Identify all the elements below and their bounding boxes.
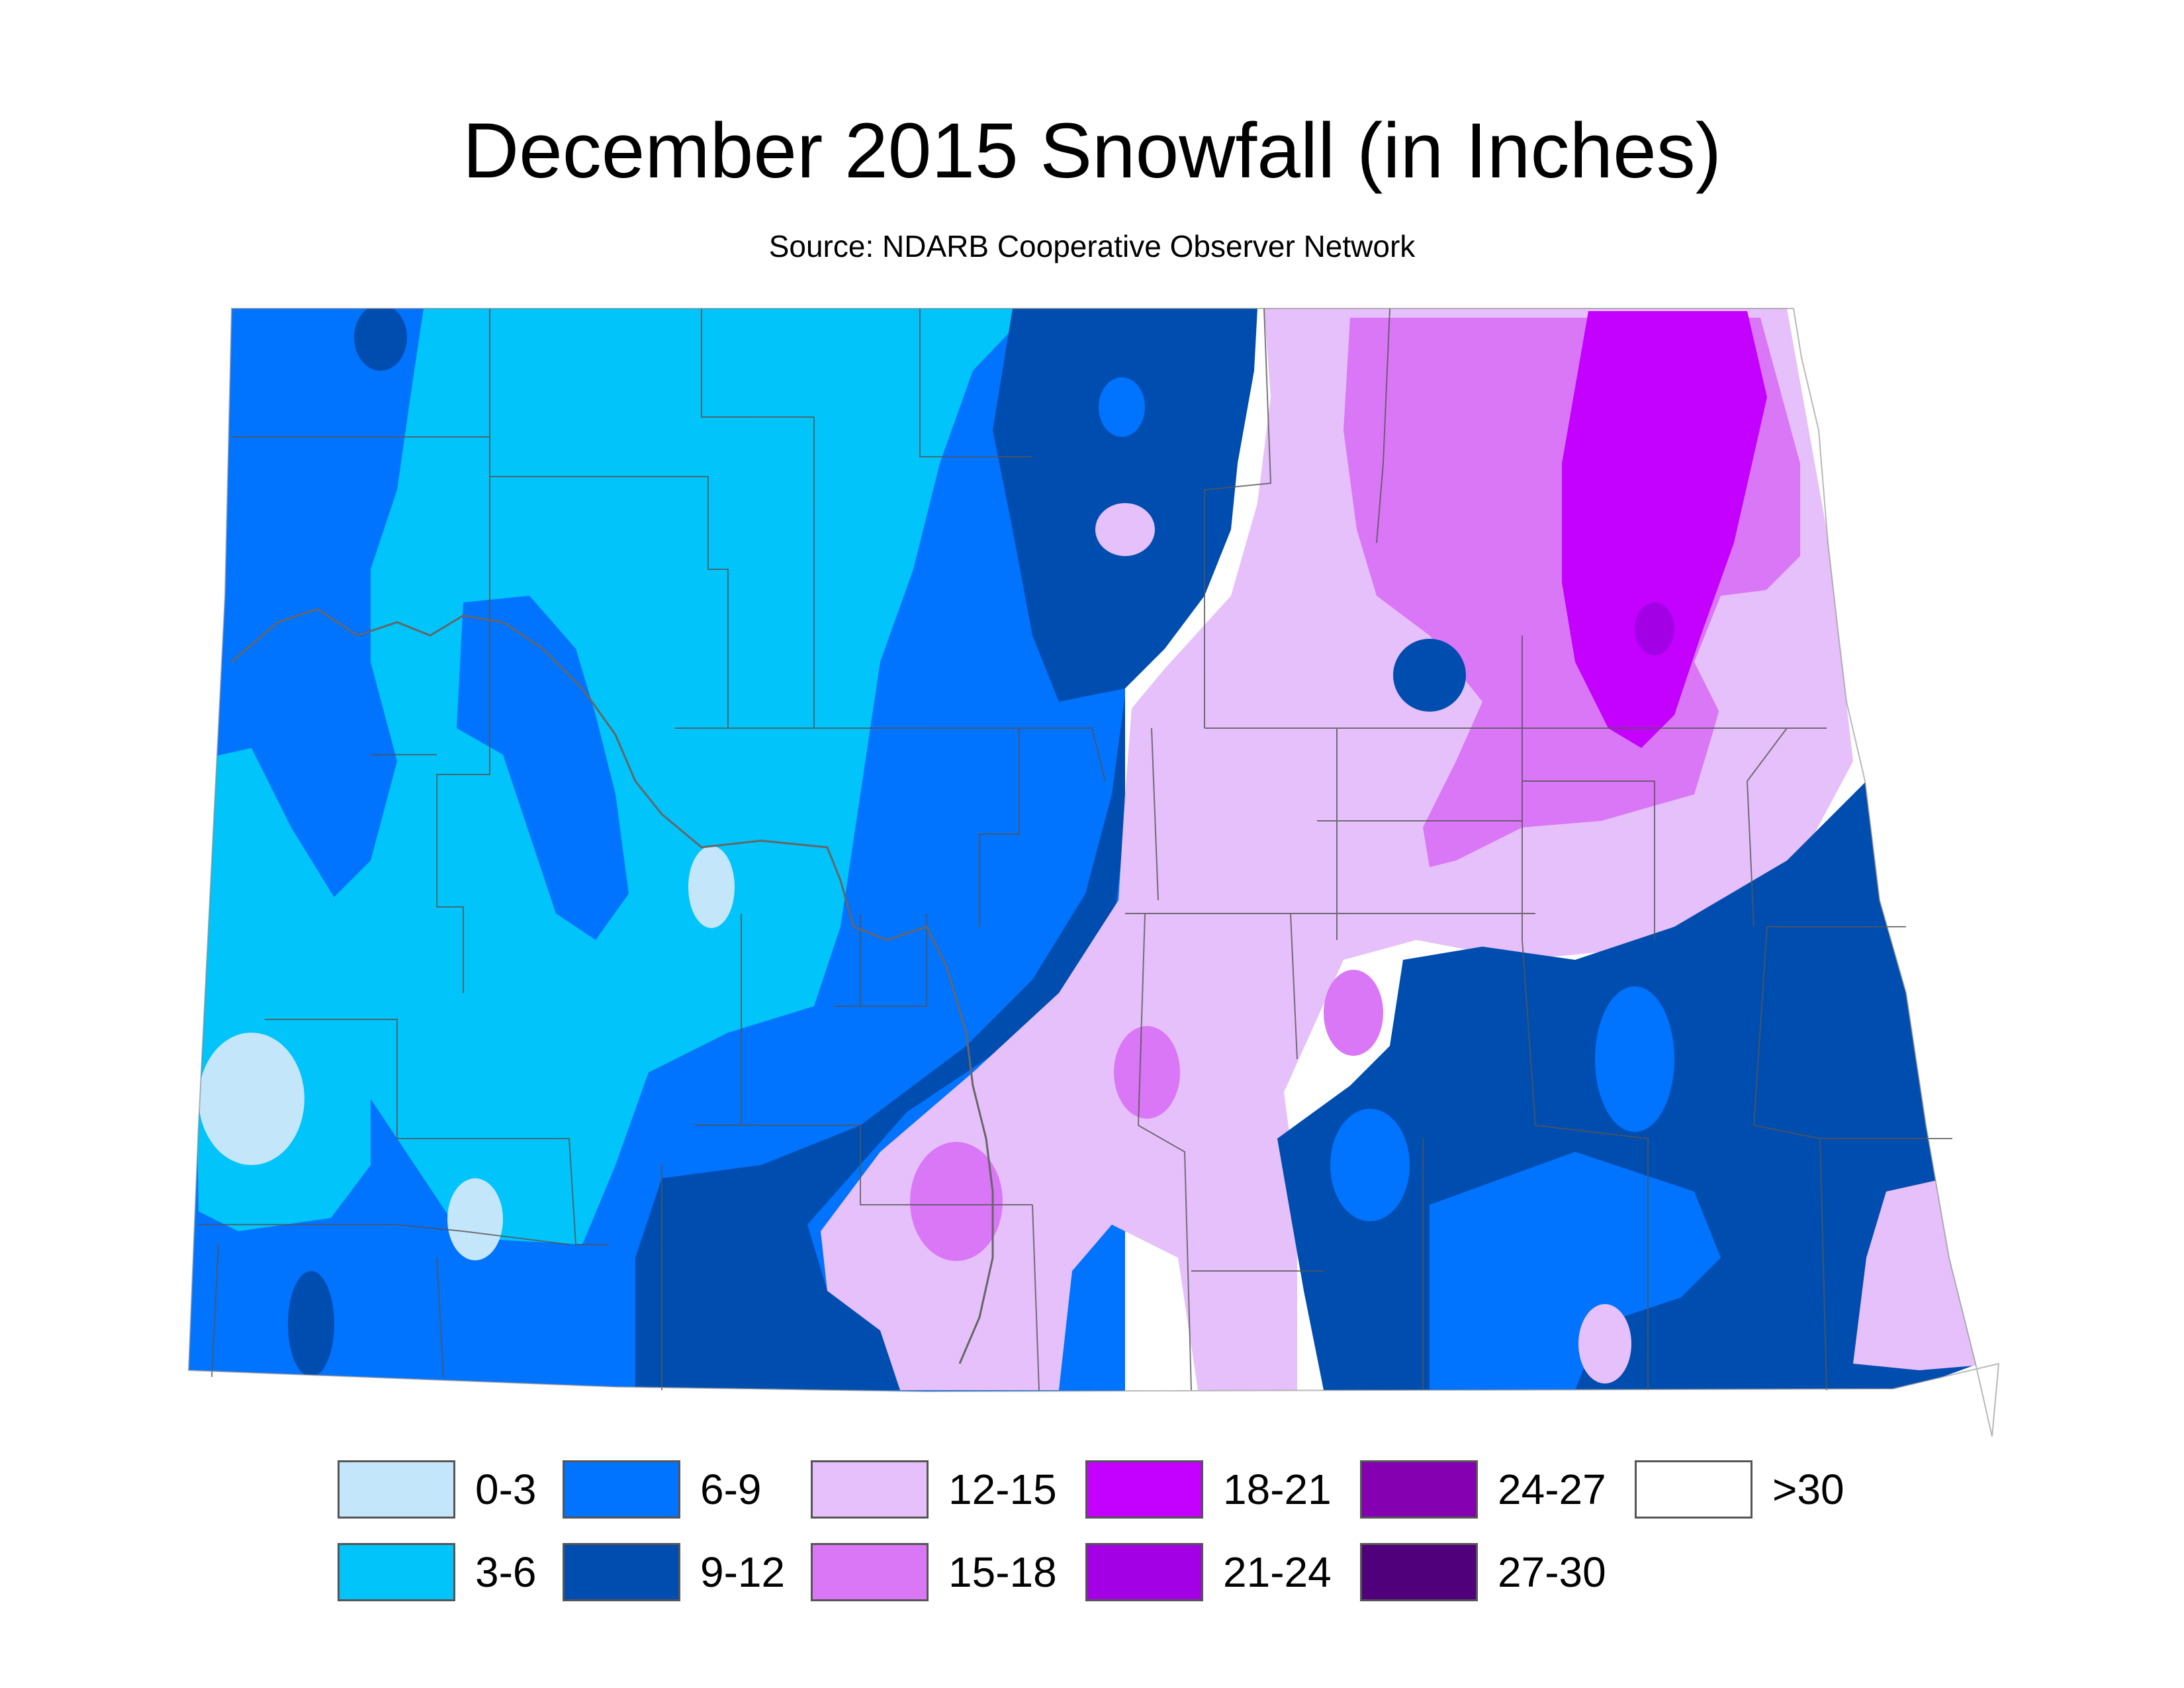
legend-swatch-3-6 (338, 1543, 455, 1601)
legend-swatch-over-30 (1635, 1460, 1752, 1519)
legend-swatch-24-27 (1360, 1460, 1478, 1519)
legend-label-9-12: 9-12 (700, 1548, 786, 1596)
legend-label-12-15: 12-15 (948, 1466, 1057, 1513)
legend-item-24-27: 24-27 (1360, 1460, 1606, 1519)
missouri-river (231, 608, 994, 1364)
legend-swatch-15-18 (811, 1543, 929, 1601)
legend-label-15-18: 15-18 (948, 1548, 1057, 1596)
legend-item-12-15: 12-15 (811, 1460, 1057, 1519)
zone-15-18-south-b (1114, 1026, 1180, 1119)
zone-6-9-north-spot (1099, 377, 1145, 437)
legend-item-27-30: 27-30 (1360, 1542, 1606, 1602)
legend-label-6-9: 6-9 (700, 1466, 762, 1513)
zone-0-3-southwest (447, 1178, 503, 1260)
zone-6-9-southeast-b (1330, 1109, 1410, 1221)
map-subtitle: Source: NDARB Cooperative Observer Netwo… (768, 229, 1416, 263)
zone-12-15-northeast-pocket (1694, 583, 1846, 781)
legend-swatch-9-12 (563, 1543, 680, 1601)
legend-swatch-18-21 (1085, 1460, 1203, 1519)
legend-item-6-9: 6-9 (563, 1460, 762, 1519)
legend-item-9-12: 9-12 (563, 1542, 785, 1602)
legend-item-15-18: 15-18 (811, 1542, 1057, 1602)
zone-15-18-south-a (910, 1142, 1003, 1261)
snowfall-zones (189, 308, 1999, 1417)
zone-18-21-northeast (1562, 311, 1767, 748)
legend-label-over-30: >30 (1772, 1466, 1844, 1513)
legend-label-0-3: 0-3 (475, 1466, 537, 1513)
legend-label-18-21: 18-21 (1223, 1466, 1332, 1513)
zone-6-9-southeast-a (1595, 986, 1674, 1132)
zone-15-18-south-c (1324, 970, 1383, 1056)
zone-6-9-pocket (457, 596, 629, 940)
zone-12-15-north-spot (1095, 503, 1155, 556)
legend-label-3-6: 3-6 (475, 1548, 537, 1596)
state-outline (187, 308, 2000, 1437)
legend-label-24-27: 24-27 (1498, 1466, 1606, 1513)
legend-item-0-3: 0-3 (338, 1460, 537, 1519)
zone-12-15-south-spot (1578, 1304, 1631, 1383)
zone-3-6-northwest (304, 308, 1032, 1244)
zone-9-12-southwest-spot (288, 1271, 334, 1377)
legend-item-over-30: >30 (1635, 1460, 1844, 1519)
zone-21-24-spot (1635, 602, 1674, 655)
zone-9-12-south-central (635, 695, 1125, 1390)
legend-item-18-21: 18-21 (1085, 1460, 1332, 1519)
legend-label-21-24: 21-24 (1223, 1548, 1332, 1596)
map-title: December 2015 Snowfall (in Inches) (462, 107, 1722, 195)
county-boundaries (199, 308, 1952, 1391)
legend-item-21-24: 21-24 (1085, 1542, 1332, 1602)
legend-swatch-27-30 (1360, 1543, 1478, 1601)
zone-0-3-central (688, 846, 735, 928)
zone-9-12-northwest-spot (354, 308, 407, 371)
zone-0-3-west (199, 1033, 304, 1165)
zone-9-12-east-spot (1393, 639, 1466, 712)
legend-swatch-0-3 (338, 1460, 455, 1519)
legend-swatch-21-24 (1085, 1543, 1203, 1601)
legend-swatch-12-15 (811, 1460, 929, 1519)
legend-swatch-6-9 (563, 1460, 680, 1519)
legend-item-3-6: 3-6 (338, 1542, 537, 1602)
legend-label-27-30: 27-30 (1498, 1548, 1606, 1596)
